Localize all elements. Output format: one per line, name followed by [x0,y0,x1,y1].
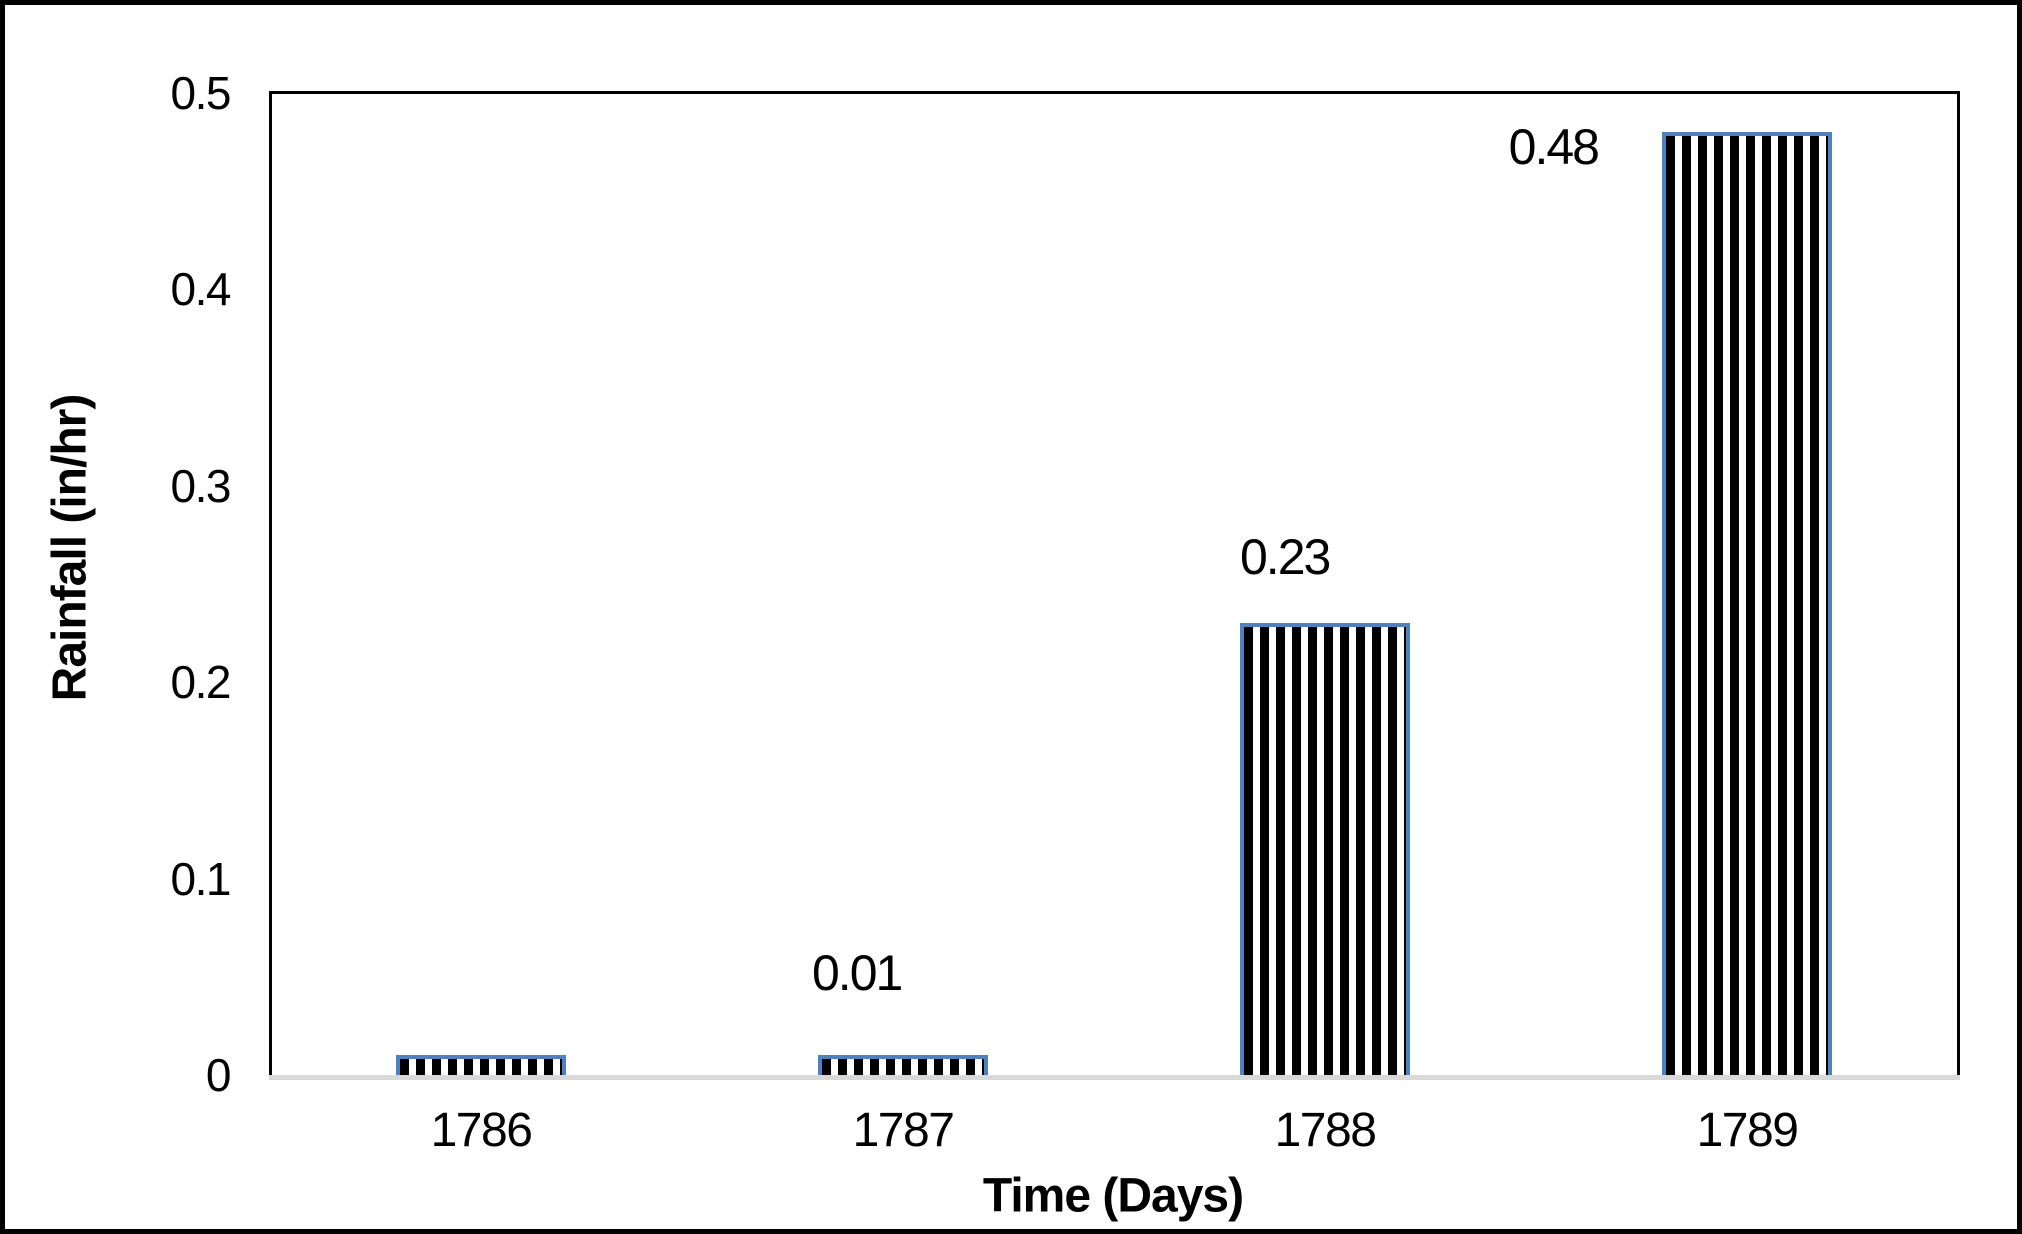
data-label-1789: 0.48 [1508,119,1600,175]
y-tick-label: 0 [205,1049,232,1101]
bar-1788 [1240,623,1410,1075]
x-category-label: 1788 [1274,1104,1377,1157]
y-tick-label: 0.1 [170,852,232,905]
y-tick-label: 0.5 [170,67,232,119]
plot-area [269,91,1960,1075]
x-category-label: 1787 [852,1104,955,1157]
x-category-label: 1789 [1696,1104,1799,1157]
y-tick-label: 0.3 [170,459,232,512]
data-label-1788: 0.23 [1240,529,1331,585]
data-label-1787: 0.01 [812,945,903,1001]
x-category-label: 1786 [430,1104,533,1157]
x-axis-title: Time (Days) [982,1169,1244,1223]
x-axis-line [269,1075,1960,1080]
bar-1786 [396,1055,566,1075]
y-axis-title: Rainfall (in/hr) [43,394,97,702]
y-tick-label: 0.4 [170,263,232,316]
bar-1789 [1662,132,1832,1075]
y-tick-label: 0.2 [170,656,232,709]
bar-1787 [818,1055,988,1075]
